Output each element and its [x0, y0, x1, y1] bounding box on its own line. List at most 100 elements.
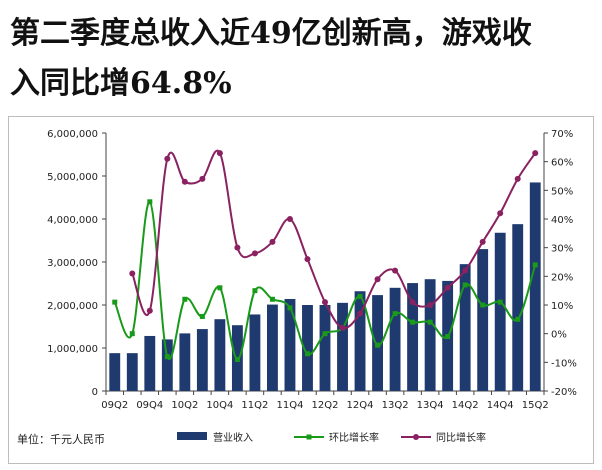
yoy-growth-point — [146, 307, 153, 314]
x-tick-label: 11Q2 — [241, 400, 268, 411]
yoy-growth-point — [216, 150, 223, 157]
revenue-bar — [319, 305, 331, 391]
yoy-growth-point — [322, 299, 328, 306]
x-tick-label: 13Q2 — [382, 400, 409, 411]
revenue-bar — [407, 283, 419, 391]
right-tick-label: -20% — [551, 387, 577, 398]
revenue-bar — [529, 182, 541, 391]
right-tick-label: 0% — [551, 330, 567, 341]
x-tick-label: 10Q2 — [171, 400, 198, 411]
qoq-growth-point — [287, 305, 293, 311]
revenue-bar — [284, 298, 296, 391]
qoq-growth-point — [182, 296, 188, 302]
qoq-growth-point — [480, 302, 486, 308]
yoy-growth-point — [497, 210, 504, 217]
right-tick-label: -10% — [551, 358, 577, 369]
qoq-growth-point — [357, 293, 363, 299]
legend-label-revenue: 营业收入 — [213, 431, 253, 444]
qoq-growth-point — [445, 334, 451, 340]
qoq-growth-point — [234, 356, 240, 362]
revenue-bar — [337, 302, 348, 391]
x-tick-label: 11Q4 — [276, 400, 303, 411]
qoq-growth-point — [199, 313, 205, 319]
yoy-growth-point — [251, 250, 258, 257]
qoq-growth-point — [252, 288, 258, 294]
left-tick-label: 1,000,000 — [47, 344, 98, 355]
revenue-bar — [389, 287, 401, 391]
qoq-growth-point — [515, 316, 521, 322]
yoy-growth-point — [444, 284, 451, 291]
yoy-growth-point — [269, 238, 276, 245]
revenue-bar — [267, 304, 278, 391]
qoq-growth-point — [410, 319, 416, 325]
x-tick-label: 12Q2 — [312, 400, 339, 411]
qoq-growth-point — [462, 282, 468, 288]
right-tick-label: 20% — [551, 272, 573, 283]
yoy-growth-point — [199, 175, 206, 182]
revenue-growth-chart: 0 1,000,000 2,000,000 3,000,000 4,000,000 5,0… — [17, 129, 577, 446]
left-tick-label: 6,000,000 — [47, 129, 98, 140]
left-tick-label: 5,000,000 — [47, 172, 98, 183]
yoy-growth-point — [427, 302, 434, 308]
yoy-growth-point — [479, 238, 486, 245]
legend-label-qoq: 环比增长率 — [329, 431, 379, 444]
yoy-growth-point — [357, 310, 364, 317]
right-tick-label: 60% — [551, 158, 573, 169]
qoq-growth-point — [129, 331, 135, 337]
x-tick-label: 15Q2 — [522, 400, 549, 411]
revenue-bar — [494, 232, 506, 391]
x-tick-label: 09Q2 — [101, 400, 128, 411]
unit-label: 单位：千元人民币 — [17, 432, 105, 446]
yoy-growth-point — [234, 244, 241, 251]
revenue-bar — [459, 264, 471, 391]
x-tick-label: 14Q4 — [487, 400, 514, 411]
right-tick-label: 70% — [551, 129, 573, 140]
yoy-growth-point — [339, 324, 346, 331]
qoq-growth-point — [497, 299, 503, 305]
x-tick-label: 14Q2 — [452, 400, 479, 411]
qoq-growth-point — [322, 331, 328, 337]
x-tick-label: 10Q4 — [206, 400, 233, 411]
left-tick-label: 0 — [92, 387, 98, 398]
qoq-growth-point — [392, 311, 398, 317]
legend-marker-yoy — [413, 434, 419, 440]
x-tick-label: 12Q4 — [347, 400, 374, 411]
revenue-bar — [477, 249, 489, 391]
x-tick-label: 13Q4 — [417, 400, 444, 411]
yoy-growth-point — [129, 270, 136, 277]
yoy-growth-point — [164, 155, 171, 162]
revenue-bar — [144, 335, 156, 391]
yoy-growth-point — [392, 267, 399, 274]
qoq-growth-point — [532, 262, 538, 268]
yoy-growth-point — [462, 267, 469, 274]
qoq-growth-point — [217, 285, 223, 291]
revenue-bar — [109, 353, 121, 391]
right-tick-label: 50% — [551, 186, 573, 197]
legend-label-yoy: 同比增长率 — [436, 431, 486, 444]
revenue-bar — [512, 224, 524, 391]
legend-marker-qoq — [306, 434, 312, 440]
left-tick-label: 3,000,000 — [47, 258, 98, 269]
revenue-bar — [126, 353, 138, 391]
revenue-bar — [214, 319, 226, 391]
right-tick-label: 40% — [551, 215, 573, 226]
yoy-growth-point — [286, 216, 293, 222]
right-tick-label: 30% — [551, 244, 573, 255]
headline-line-1: 第二季度总收入近49亿创新高，游戏收 — [10, 16, 532, 51]
qoq-growth-point — [375, 342, 381, 348]
left-tick-label: 4,000,000 — [47, 215, 98, 226]
qoq-growth-point — [427, 319, 433, 325]
yoy-growth-point — [304, 256, 311, 263]
revenue-bar — [302, 305, 313, 391]
yoy-growth-point — [532, 150, 539, 157]
chart-panel: 0 1,000,000 2,000,000 3,000,000 4,000,000 5,0… — [8, 116, 594, 464]
headline-line-2: 入同比增64.8% — [10, 66, 232, 101]
yoy-growth-point — [409, 299, 416, 306]
revenue-bar — [249, 314, 261, 391]
qoq-growth-point — [269, 296, 275, 302]
x-tick-label: 09Q4 — [136, 400, 163, 411]
yoy-growth-point — [374, 276, 381, 283]
yoy-growth-point — [514, 175, 521, 182]
revenue-bar — [424, 279, 436, 391]
revenue-bar — [179, 333, 191, 391]
